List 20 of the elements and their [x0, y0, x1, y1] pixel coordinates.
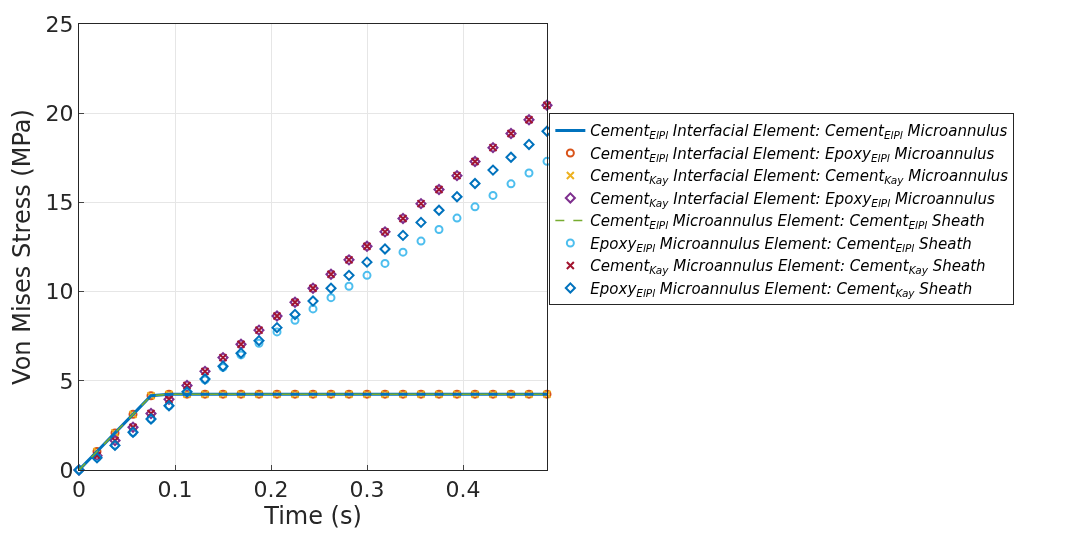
- x-tick-label: 0.4: [445, 477, 481, 503]
- y-tick-label: 25: [45, 11, 74, 37]
- y-tick-label: 20: [45, 100, 74, 126]
- legend-label: Cement$_{ElPl}$ Interfacial Element: Epoxy$_{ElPl}$ Microannulus: [590, 144, 995, 164]
- legend-label: Cement$_{ElPl}$ Interfacial Element: Cement$_{ElPl}$ Microannulus: [590, 122, 1008, 142]
- legend-label: Epoxy$_{ElPl}$ Microannulus Element: Cement$_{Kay}$ Sheath: [590, 279, 973, 299]
- legend-label: Cement$_{ElPl}$ Microannulus Element: Cement$_{ElPl}$ Sheath: [590, 212, 985, 232]
- x-tick-label: 0.1: [157, 477, 193, 503]
- legend-label: Cement$_{Kay}$ Interfacial Element: Epoxy$_{ElPl}$ Microannulus: [590, 189, 995, 209]
- y-tick-label: 10: [45, 279, 74, 305]
- x-tick-label: 0.3: [349, 477, 385, 503]
- y-tick-label: 15: [45, 190, 74, 216]
- legend-label: Epoxy$_{ElPl}$ Microannulus Element: Cement$_{ElPl}$ Sheath: [590, 234, 972, 254]
- legend-label: Cement$_{Kay}$ Microannulus Element: Cement$_{Kay}$ Sheath: [590, 257, 986, 277]
- y-axis-title: Von Mises Stress (MPa): [7, 109, 36, 385]
- y-tick-label: 0: [59, 457, 74, 483]
- x-axis-title: Time (s): [263, 502, 362, 531]
- x-tick-label: 0.2: [253, 477, 289, 503]
- y-tick-label: 5: [59, 368, 74, 394]
- legend-label: Cement$_{Kay}$ Interfacial Element: Cement$_{Kay}$ Microannulus: [590, 167, 1009, 187]
